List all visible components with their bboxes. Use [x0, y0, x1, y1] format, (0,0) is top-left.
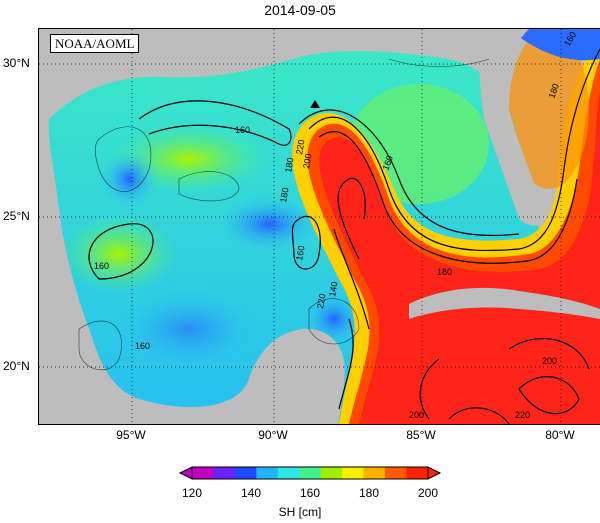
lon-label-80w: 80°W: [545, 428, 575, 442]
north-blue-patch: [509, 29, 600, 61]
colorbar-cell: [277, 467, 300, 479]
contour-lines-thin: [78, 58, 490, 371]
lon-label-85w: 85°W: [406, 428, 436, 442]
colorbar-cell: [213, 467, 236, 479]
colorbar-tick-140: 140: [240, 486, 262, 500]
lat-label-25n: 25°N: [3, 209, 30, 223]
blue-low-2: [214, 194, 324, 254]
map-title: 2014-09-05: [264, 2, 336, 18]
colorbar: [178, 466, 442, 480]
blue-low-1: [99, 149, 159, 209]
sea-height-map: 160 160 160 160 160 180 180 180 180 200 …: [39, 29, 600, 424]
triangle-marker-icon: [310, 100, 320, 108]
contour-label: 180: [283, 157, 295, 174]
blue-low-4: [109, 284, 269, 374]
colorbar-cell: [342, 467, 365, 479]
grid-lines: [39, 29, 600, 424]
colorbar-cell: [192, 467, 214, 479]
colorbar-cell: [256, 467, 279, 479]
us-gulf-coast-land: [49, 29, 600, 119]
contour-labels: 160 160 160 160 160 180 180 180 180 200 …: [94, 30, 578, 420]
contour-label: 160: [380, 154, 395, 172]
lat-label-30n: 30°N: [3, 56, 30, 70]
cuba-land: [409, 287, 600, 319]
contour-label: 160: [294, 245, 306, 262]
contour-label: 160: [135, 341, 150, 351]
colorbar-tick-180: 180: [358, 486, 380, 500]
colorbar-cell: [320, 467, 343, 479]
florida-land: [479, 29, 544, 226]
lat-label-20n: 20°N: [3, 359, 30, 373]
colorbar-cells: [192, 467, 429, 479]
colorbar-cell: [385, 467, 408, 479]
contour-label: 180: [437, 267, 452, 277]
yucatan-land: [239, 328, 345, 424]
lon-label-95w: 95°W: [116, 428, 146, 442]
contour-label: 220: [315, 293, 327, 310]
contour-label: 140: [327, 281, 339, 298]
east-warm-area: [509, 29, 589, 189]
colorbar-right-arrow: [427, 466, 442, 480]
colorbar-border: [191, 466, 429, 480]
contour-label: 180: [546, 82, 561, 100]
contour-lines: [88, 48, 600, 424]
contour-label: 200: [542, 356, 557, 366]
colorbar-cell: [299, 467, 322, 479]
contour-label: 200: [409, 410, 424, 420]
contour-label: 160: [94, 261, 109, 271]
contour-label: 160: [235, 125, 250, 135]
contour-label: 200: [301, 153, 313, 170]
green-area-2: [59, 214, 179, 294]
contour-label: 220: [515, 410, 530, 420]
contour-label: 180: [278, 187, 290, 204]
colorbar-cell: [234, 467, 257, 479]
colorbar-tick-120: 120: [181, 486, 203, 500]
colorbar-left-arrow: [178, 466, 193, 480]
colorbar-cell: [406, 467, 429, 479]
map-panel: 160 160 160 160 160 180 180 180 180 200 …: [38, 28, 600, 425]
colorbar-title: SH [cm]: [278, 505, 322, 519]
colorbar-cell: [363, 467, 386, 479]
lon-label-90w: 90°W: [258, 428, 288, 442]
contour-label: 220: [294, 139, 306, 156]
colorbar-tick-160: 160: [299, 486, 321, 500]
colorbar-tick-200: 200: [417, 486, 439, 500]
source-badge: NOAA/AOML: [50, 34, 140, 53]
